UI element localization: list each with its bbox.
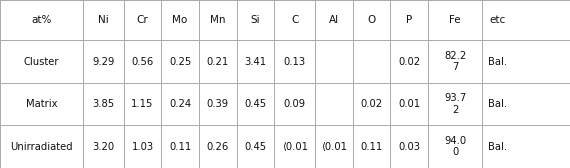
Text: Bal.: Bal.: [488, 142, 507, 152]
Text: 94.0
0: 94.0 0: [444, 136, 466, 157]
Text: ⟨0.01: ⟨0.01: [321, 142, 347, 152]
Text: C: C: [291, 15, 298, 25]
Text: Unirradiated: Unirradiated: [10, 142, 72, 152]
Text: 0.56: 0.56: [131, 57, 154, 67]
Text: Matrix: Matrix: [26, 99, 57, 109]
Text: at%: at%: [31, 15, 51, 25]
Text: Al: Al: [329, 15, 339, 25]
Text: 9.29: 9.29: [92, 57, 115, 67]
Text: Si: Si: [251, 15, 260, 25]
Text: 0.45: 0.45: [245, 99, 266, 109]
Text: 0.02: 0.02: [361, 99, 382, 109]
Text: Bal.: Bal.: [488, 99, 507, 109]
Text: 0.21: 0.21: [206, 57, 229, 67]
Text: Cr: Cr: [137, 15, 148, 25]
Text: Cluster: Cluster: [23, 57, 59, 67]
Text: Ni: Ni: [98, 15, 108, 25]
Text: 3.85: 3.85: [92, 99, 114, 109]
Text: 1.15: 1.15: [131, 99, 154, 109]
Text: Fe: Fe: [449, 15, 461, 25]
Text: 0.01: 0.01: [398, 99, 420, 109]
Text: 3.41: 3.41: [245, 57, 266, 67]
Text: 0.39: 0.39: [207, 99, 229, 109]
Text: 0.45: 0.45: [245, 142, 266, 152]
Text: 0.24: 0.24: [169, 99, 191, 109]
Text: 0.02: 0.02: [398, 57, 420, 67]
Text: 1.03: 1.03: [132, 142, 153, 152]
Text: 0.03: 0.03: [398, 142, 420, 152]
Text: 93.7
2: 93.7 2: [444, 93, 466, 115]
Text: Mo: Mo: [173, 15, 188, 25]
Text: 0.09: 0.09: [284, 99, 306, 109]
Text: Bal.: Bal.: [488, 57, 507, 67]
Text: 3.20: 3.20: [92, 142, 114, 152]
Text: 0.13: 0.13: [284, 57, 306, 67]
Text: Mn: Mn: [210, 15, 226, 25]
Text: 0.11: 0.11: [360, 142, 383, 152]
Text: 0.26: 0.26: [206, 142, 229, 152]
Text: 82.2
7: 82.2 7: [444, 51, 466, 72]
Text: 0.25: 0.25: [169, 57, 192, 67]
Text: etc: etc: [490, 15, 506, 25]
Text: 0.11: 0.11: [169, 142, 192, 152]
Text: P: P: [406, 15, 412, 25]
Text: ⟨0.01: ⟨0.01: [282, 142, 308, 152]
Text: O: O: [368, 15, 376, 25]
